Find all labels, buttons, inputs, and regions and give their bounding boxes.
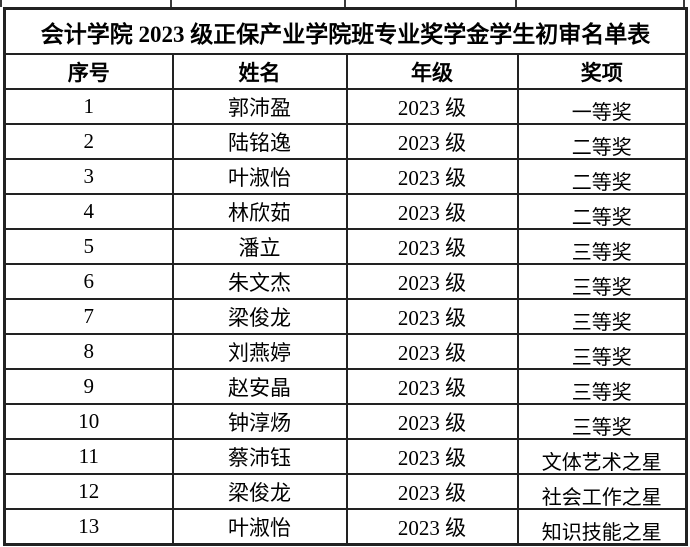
cell-name: 朱文杰 [171,263,348,300]
table-row: 12 梁俊龙 2023 级社会工作之星 [3,473,688,510]
crop-artifact-tick [344,0,346,7]
cell-name: 钟淳炀 [171,403,348,440]
cell-award: 三等奖 [516,298,688,335]
crop-artifact-tick [170,0,172,7]
award-label: 二等奖 [571,207,632,229]
table-row: 3 叶淑怡 2023 级 二等奖 [3,158,688,195]
crop-artifact-tick [683,0,685,7]
table-row: 1 郭沛盈 2023 级 一等奖 [3,88,688,125]
cell-serial: 9 [3,368,174,405]
cell-name: 蔡沛钰 [171,438,348,475]
cell-grade: 2023 级 [345,473,519,510]
column-header-award: 奖项 [516,53,688,90]
crop-artifact-tick [0,0,2,7]
column-header-name: 姓名 [171,53,348,90]
award-label: 二等奖 [571,172,632,194]
cell-grade: 2023 级 [345,508,519,546]
table-row: 6 朱文杰 2023 级 三等奖 [3,263,688,300]
table-body: 1 郭沛盈 2023 级一等奖 2 陆铭逸 2023 级二等奖 3 叶淑怡 2023 级二等奖 4… [3,88,688,546]
cell-name: 梁俊龙 [171,473,348,510]
cell-grade: 2023 级 [345,158,519,195]
cell-award: 三等奖 [516,333,688,370]
table-row: 10 钟淳炀 2023 级 三等奖 [3,403,688,440]
column-header-serial: 序号 [3,53,174,90]
table-row: 2 陆铭逸 2023 级 二等奖 [3,123,688,160]
column-header-grade: 年级 [345,53,519,90]
cell-award: 二等奖 [516,123,688,160]
cell-serial: 8 [3,333,174,370]
table-row: 9 赵安晶 2023 级 三等奖 [3,368,688,405]
cell-name: 叶淑怡 [171,508,348,546]
award-label: 三等奖 [571,312,632,334]
cell-serial: 4 [3,193,174,230]
cell-award: 二等奖 [516,158,688,195]
cell-award: 三等奖 [516,403,688,440]
cell-name: 赵安晶 [171,368,348,405]
cell-award: 二等奖 [516,193,688,230]
award-label: 三等奖 [571,277,632,299]
scholarship-table: 会计学院 2023 级正保产业学院班专业奖学金学生初审名单表 序号 姓名 年级 … [3,7,688,546]
award-label: 文体艺术之星 [541,452,662,474]
cell-grade: 2023 级 [345,368,519,405]
cell-grade: 2023 级 [345,333,519,370]
cell-serial: 11 [3,438,174,475]
cell-name: 刘燕婷 [171,333,348,370]
award-label: 三等奖 [571,382,632,404]
table-row: 7 梁俊龙 2023 级 三等奖 [3,298,688,335]
award-label: 知识技能之星 [541,522,662,544]
cell-name: 潘立 [171,228,348,265]
cell-serial: 2 [3,123,174,160]
cell-grade: 2023 级 [345,438,519,475]
cell-serial: 5 [3,228,174,265]
cell-grade: 2023 级 [345,263,519,300]
cell-serial: 13 [3,508,174,546]
crop-artifact-tick [515,0,517,7]
cell-award: 文体艺术之星 [516,438,688,475]
cell-grade: 2023 级 [345,88,519,125]
cell-name: 梁俊龙 [171,298,348,335]
table-row: 13 叶淑怡 2023 级知识技能之星 [3,508,688,546]
document-sheet: 会计学院 2023 级正保产业学院班专业奖学金学生初审名单表 序号 姓名 年级 … [3,7,688,546]
table-row: 5 潘立 2023 级 三等奖 [3,228,688,265]
cell-grade: 2023 级 [345,228,519,265]
cell-serial: 12 [3,473,174,510]
cell-name: 林欣茹 [171,193,348,230]
table-row: 8 刘燕婷 2023 级 三等奖 [3,333,688,370]
header-row: 序号 姓名 年级 奖项 [3,53,688,90]
cell-serial: 6 [3,263,174,300]
award-label: 二等奖 [571,137,632,159]
cell-grade: 2023 级 [345,298,519,335]
cell-grade: 2023 级 [345,403,519,440]
cell-name: 叶淑怡 [171,158,348,195]
table-row: 11 蔡沛钰 2023 级文体艺术之星 [3,438,688,475]
cell-award: 知识技能之星 [516,508,688,546]
award-label: 社会工作之星 [541,487,662,509]
cell-grade: 2023 级 [345,193,519,230]
cell-serial: 10 [3,403,174,440]
cell-grade: 2023 级 [345,123,519,160]
cell-name: 陆铭逸 [171,123,348,160]
award-label: 三等奖 [571,347,632,369]
table-title: 会计学院 2023 级正保产业学院班专业奖学金学生初审名单表 [3,7,688,55]
cell-award: 三等奖 [516,228,688,265]
award-label: 三等奖 [571,242,632,264]
cell-name: 郭沛盈 [171,88,348,125]
title-row: 会计学院 2023 级正保产业学院班专业奖学金学生初审名单表 [3,7,688,55]
cell-serial: 3 [3,158,174,195]
cell-award: 一等奖 [516,88,688,125]
award-label: 一等奖 [571,102,632,124]
cell-serial: 7 [3,298,174,335]
cell-award: 三等奖 [516,368,688,405]
crop-artifact-strip [0,0,690,7]
cell-award: 三等奖 [516,263,688,300]
table-row: 4 林欣茹 2023 级 二等奖 [3,193,688,230]
cell-award: 社会工作之星 [516,473,688,510]
cell-serial: 1 [3,88,174,125]
award-label: 三等奖 [571,417,632,439]
